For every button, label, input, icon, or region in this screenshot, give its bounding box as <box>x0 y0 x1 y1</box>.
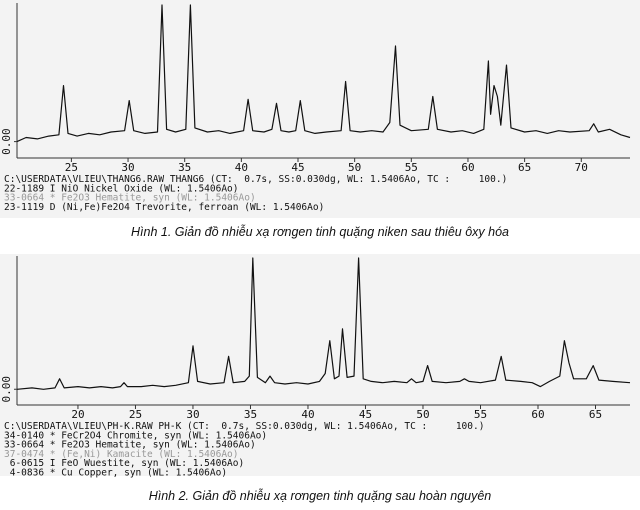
x-tick-label: 30 <box>186 408 199 421</box>
x-tick-label: 50 <box>348 161 361 174</box>
pattern-line <box>16 257 631 390</box>
header-line: 37-0474 * (Fe,Ni) Kamacite (WL: 1.5406Ao… <box>4 449 239 460</box>
header-line: C:\USERDATA\VLIEU\THANG6.RAW THANG6 (CT:… <box>4 174 507 185</box>
x-tick-label: 45 <box>359 408 372 421</box>
header-line: 34-0140 * FeCr2O4 Chromite, syn (WL: 1.5… <box>4 430 267 441</box>
x-tick-label: 30 <box>121 161 134 174</box>
x-tick-label: 20 <box>71 408 84 421</box>
panel-1 <box>0 0 640 218</box>
y-tick-label: 0.00 <box>0 128 13 155</box>
x-tick-label: 55 <box>474 408 487 421</box>
caption: Hình 2. Giản đồ nhiễu xạ rơngen tinh quặ… <box>149 488 492 503</box>
x-tick-label: 25 <box>129 408 142 421</box>
x-tick-label: 60 <box>461 161 474 174</box>
x-tick-label: 65 <box>518 161 531 174</box>
x-tick-label: 60 <box>531 408 544 421</box>
pattern-line <box>16 4 631 143</box>
x-tick-label: 40 <box>235 161 248 174</box>
x-tick-label: 45 <box>291 161 304 174</box>
header-line: 22-1189 I NiO Nickel Oxide (WL: 1.5406Ao… <box>4 183 239 194</box>
x-tick-label: 50 <box>416 408 429 421</box>
header-line: 23-1119 D (Ni,Fe)Fe2O4 Trevorite, ferroa… <box>4 202 324 213</box>
x-tick-label: 65 <box>589 408 602 421</box>
x-tick-label: 35 <box>178 161 191 174</box>
x-tick-label: 70 <box>575 161 588 174</box>
header-line: 33-0664 * Fe2O3 Hematite, syn (WL: 1.540… <box>4 440 256 451</box>
x-tick-label: 40 <box>301 408 314 421</box>
x-tick-label: 25 <box>65 161 78 174</box>
header-line: 6-0615 I FeO Wuestite, syn (WL: 1.5406Ao… <box>4 458 244 469</box>
y-tick-label: 0.00 <box>0 376 13 403</box>
x-tick-label: 35 <box>244 408 257 421</box>
header-line: 4-0836 * Cu Copper, syn (WL: 1.5406Ao) <box>4 468 227 479</box>
caption: Hình 1. Giản đồ nhiễu xạ rơngen tinh quặ… <box>131 224 509 239</box>
header-line: C:\USERDATA\VLIEU\PH-K.RAW PH-K (CT: 0.7… <box>4 421 484 432</box>
panel-2 <box>0 254 640 476</box>
x-tick-label: 55 <box>405 161 418 174</box>
header-line: 33-0664 * Fe2O3 Hematite, syn (WL: 1.540… <box>4 193 256 204</box>
